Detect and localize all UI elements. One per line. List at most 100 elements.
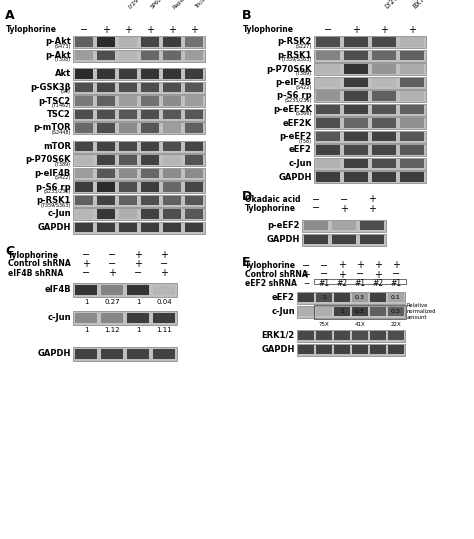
- Text: −: −: [82, 268, 90, 278]
- Bar: [119, 223, 137, 232]
- Bar: [302, 219, 386, 231]
- Bar: [75, 210, 93, 218]
- Text: p-eEF2: p-eEF2: [267, 221, 300, 230]
- Text: (S235/236): (S235/236): [44, 189, 71, 194]
- Text: −: −: [134, 268, 142, 278]
- Bar: [185, 155, 203, 164]
- Text: 1.12: 1.12: [104, 328, 120, 334]
- Bar: [75, 182, 93, 191]
- Bar: [316, 146, 340, 155]
- Text: Akt: Akt: [55, 70, 71, 79]
- Bar: [353, 331, 367, 340]
- Bar: [297, 306, 405, 317]
- Bar: [299, 331, 314, 340]
- Text: 1: 1: [84, 328, 88, 334]
- Bar: [314, 305, 406, 319]
- Bar: [141, 196, 159, 205]
- Bar: [372, 172, 396, 182]
- Text: C: C: [5, 245, 14, 258]
- Bar: [316, 37, 340, 46]
- Bar: [75, 70, 93, 79]
- Bar: [372, 51, 396, 60]
- Text: (S227): (S227): [296, 44, 312, 49]
- Text: Triciribine: Triciribine: [194, 0, 216, 10]
- Text: −: −: [108, 259, 116, 269]
- Bar: [153, 285, 175, 295]
- Bar: [353, 345, 367, 354]
- Bar: [316, 105, 340, 114]
- Bar: [185, 51, 203, 60]
- Bar: [372, 132, 396, 141]
- Bar: [75, 155, 93, 164]
- Bar: [297, 292, 405, 303]
- Text: p-RSK1: p-RSK1: [278, 51, 312, 60]
- Text: p-eEF2: p-eEF2: [280, 132, 312, 141]
- Bar: [141, 51, 159, 60]
- Bar: [97, 70, 115, 79]
- Text: GAPDH: GAPDH: [266, 235, 300, 244]
- Bar: [141, 182, 159, 191]
- Bar: [316, 65, 340, 73]
- Text: −: −: [340, 195, 348, 204]
- Text: p-Akt: p-Akt: [45, 38, 71, 46]
- Bar: [97, 182, 115, 191]
- Bar: [75, 96, 93, 106]
- Text: GAPDH: GAPDH: [279, 172, 312, 182]
- Text: +: +: [168, 25, 176, 35]
- Text: 1: 1: [84, 300, 88, 306]
- Bar: [163, 51, 181, 60]
- Text: (S366): (S366): [296, 112, 312, 116]
- Bar: [97, 210, 115, 218]
- Bar: [400, 172, 424, 182]
- Text: Relative
normalized
amount: Relative normalized amount: [407, 303, 437, 320]
- Bar: [332, 235, 356, 244]
- Bar: [185, 123, 203, 133]
- Text: Tylophorine: Tylophorine: [245, 261, 296, 270]
- Text: −: −: [82, 250, 90, 260]
- Text: 41X: 41X: [355, 321, 365, 327]
- Text: LY294002: LY294002: [384, 0, 412, 10]
- Bar: [360, 235, 384, 244]
- Bar: [314, 103, 426, 115]
- Bar: [344, 92, 368, 101]
- Text: +: +: [374, 270, 382, 280]
- Bar: [163, 70, 181, 79]
- Text: +: +: [368, 204, 376, 213]
- Bar: [317, 293, 331, 302]
- Bar: [185, 110, 203, 119]
- Bar: [388, 331, 403, 340]
- Bar: [119, 142, 137, 151]
- Text: eEF2: eEF2: [289, 146, 312, 155]
- Bar: [400, 146, 424, 155]
- Bar: [73, 347, 177, 361]
- Bar: [101, 313, 123, 323]
- Bar: [314, 90, 426, 102]
- Bar: [314, 50, 426, 61]
- Text: Tylophorine: Tylophorine: [243, 25, 294, 34]
- Bar: [316, 159, 340, 168]
- Text: 0.3: 0.3: [391, 309, 401, 314]
- Bar: [119, 210, 137, 218]
- Bar: [372, 78, 396, 87]
- Text: #1: #1: [319, 279, 329, 288]
- Bar: [163, 83, 181, 92]
- Bar: [185, 70, 203, 79]
- Text: 0.1: 0.1: [391, 295, 401, 300]
- Text: +: +: [302, 270, 310, 280]
- Text: +: +: [338, 270, 346, 280]
- Bar: [119, 110, 137, 119]
- Text: A: A: [5, 9, 15, 22]
- Bar: [400, 119, 424, 128]
- Bar: [372, 146, 396, 155]
- Bar: [371, 307, 385, 316]
- Text: 1.11: 1.11: [156, 328, 172, 334]
- Text: +: +: [392, 260, 400, 271]
- Text: (T389): (T389): [296, 71, 312, 76]
- Bar: [372, 159, 396, 168]
- Text: p-S6 rp: p-S6 rp: [277, 92, 312, 100]
- Text: +: +: [380, 25, 388, 35]
- Bar: [153, 349, 175, 360]
- Bar: [372, 119, 396, 128]
- Text: 0.04: 0.04: [156, 300, 172, 306]
- Bar: [97, 37, 115, 46]
